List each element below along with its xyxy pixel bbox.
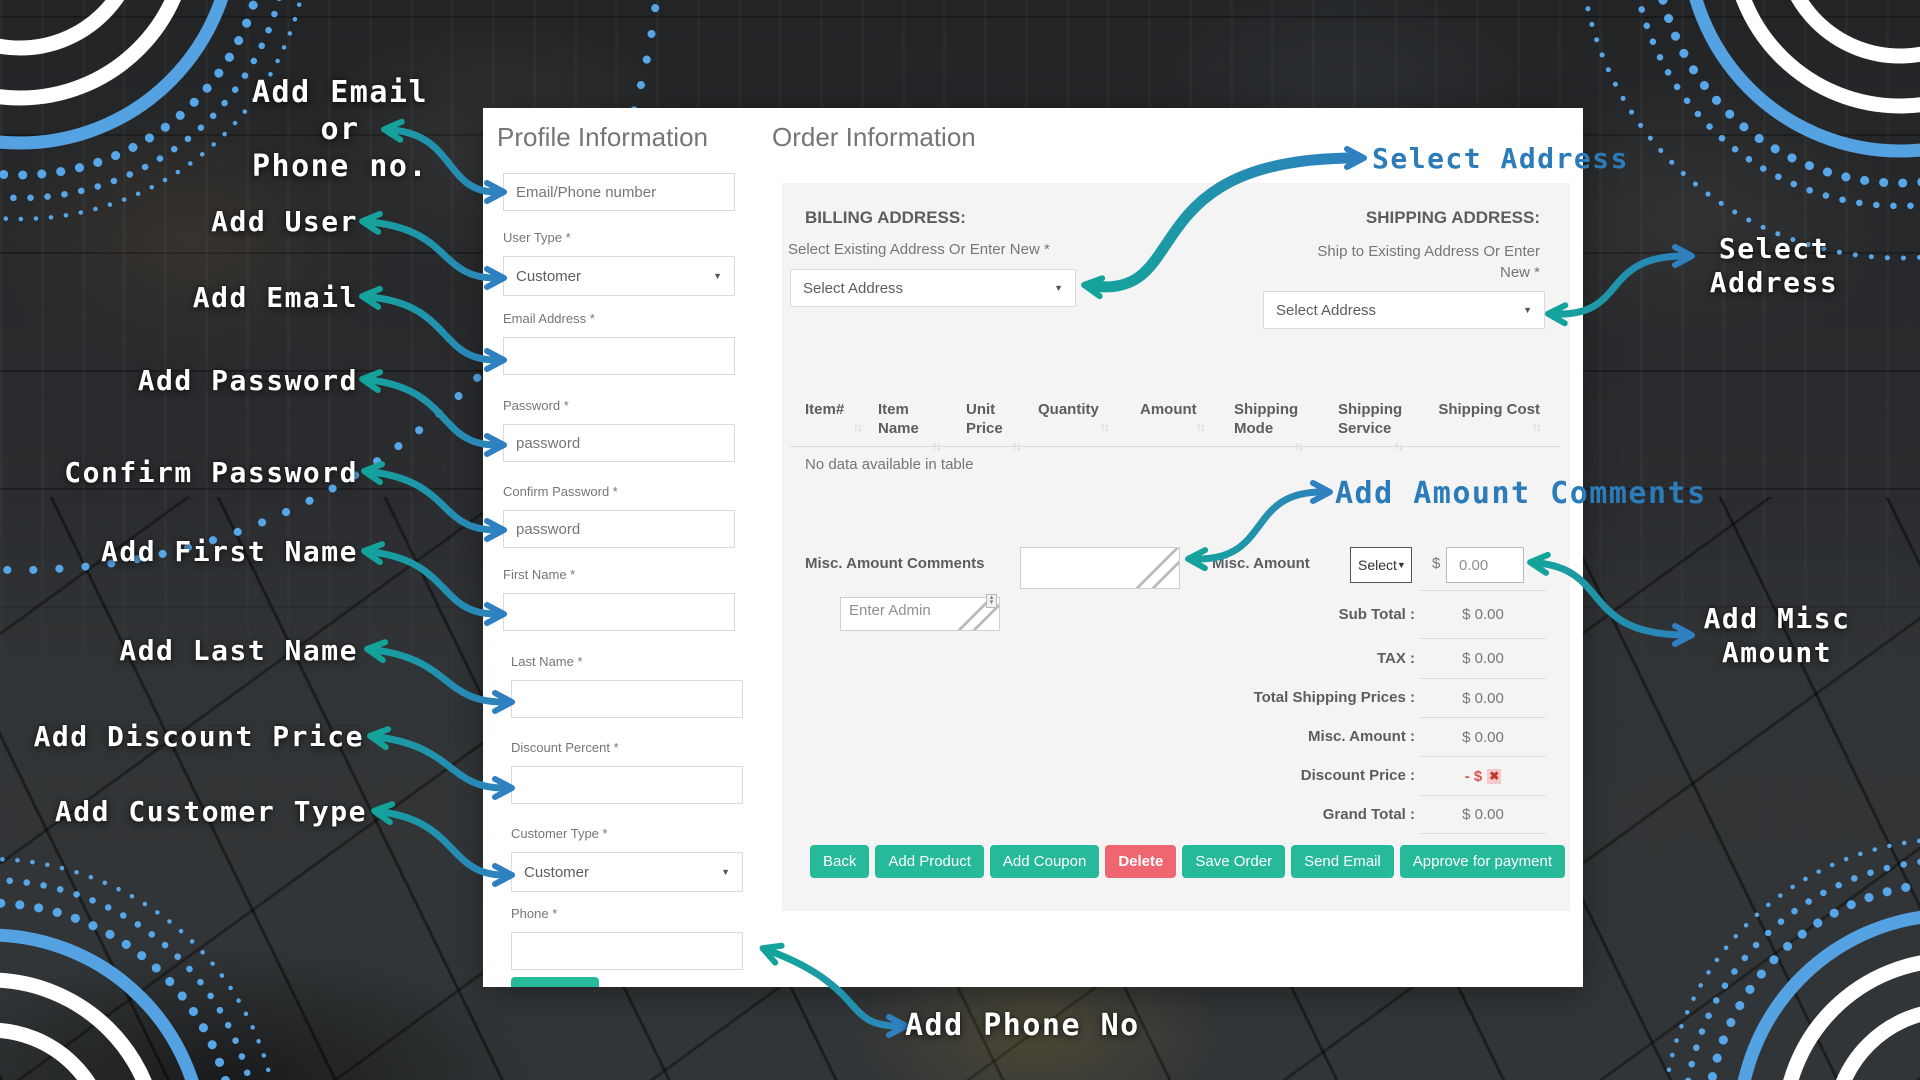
misc-amount-total-value: $ 0.00 (1420, 717, 1546, 756)
order-section-title: Order Information (772, 122, 976, 152)
callout-select-address-top: Select Address (1372, 142, 1630, 175)
chevron-down-icon: ▼ (1523, 305, 1532, 315)
stepper-icon[interactable]: ▴ ▾ (986, 594, 997, 608)
chevron-down-icon: ▼ (713, 271, 722, 281)
email-address-label: Email Address * (503, 311, 595, 326)
email-phone-input[interactable] (503, 173, 735, 211)
misc-amount-input[interactable] (1446, 547, 1524, 583)
shipping-address-sub: Ship to Existing Address Or Enter New * (1317, 243, 1540, 281)
callout-add-email: Add Email (192, 281, 358, 314)
discount-percent-input[interactable] (511, 766, 743, 804)
add-coupon-button[interactable]: Add Coupon (989, 845, 1100, 878)
chevron-down-icon: ▼ (1054, 283, 1063, 293)
callout-add-amount-comments: Add Amount Comments (1335, 476, 1707, 511)
callout-add-last-name: Add Last Name (119, 634, 358, 667)
misc-amount-select[interactable]: Select ▼ (1350, 547, 1412, 583)
sort-icon: ↑↓ (1012, 439, 1022, 454)
password-input[interactable] (503, 424, 735, 462)
first-name-input[interactable] (503, 593, 735, 631)
user-type-value: Customer (516, 267, 582, 285)
sort-icon: ↑↓ (932, 439, 942, 454)
sort-icon: ↑↓ (1394, 439, 1404, 454)
shipping-address-value: Select Address (1276, 301, 1377, 319)
col-header-shipping-cost[interactable]: Shipping Cost ↑↓ (1438, 401, 1542, 435)
customer-type-value: Customer (524, 863, 590, 881)
callout-confirm-password: Confirm Password (64, 456, 358, 489)
last-name-label: Last Name * (511, 654, 583, 669)
callout-add-user: Add User (211, 205, 358, 238)
col-header-item-number[interactable]: Item# ↑↓ (805, 401, 863, 435)
first-name-label: First Name * (503, 567, 576, 582)
callout-add-first-name: Add First Name (100, 535, 358, 568)
delete-button[interactable]: Delete (1105, 845, 1177, 878)
sort-icon: ↑↓ (1294, 439, 1304, 454)
chevron-down-icon: ▼ (1396, 560, 1406, 570)
billing-address-heading: BILLING ADDRESS: (805, 208, 966, 227)
discount-price-value: - $ ✖ (1420, 756, 1546, 795)
tax-label: TAX : (1376, 650, 1415, 667)
total-shipping-label: Total Shipping Prices : (1253, 689, 1415, 706)
customer-type-select[interactable]: Customer ▼ (511, 852, 743, 892)
callout-add-misc-amount: Add Misc Amount (1703, 602, 1851, 669)
billing-address-sub: Select Existing Address Or Enter New * (788, 241, 1050, 258)
sort-icon: ↑↓ (1196, 420, 1206, 435)
order-actions: Back Add Product Add Coupon Delete Save … (810, 845, 1566, 878)
discount-price-label: Discount Price : (1300, 767, 1415, 784)
billing-address-value: Select Address (803, 279, 904, 297)
callout-add-phone-no: Add Phone No (905, 1008, 1140, 1043)
callout-add-customer-type: Add Customer Type (54, 795, 367, 828)
save-order-button[interactable]: Save Order (1182, 845, 1286, 878)
back-button[interactable]: Back (810, 845, 870, 878)
sort-icon: ↑↓ (1532, 420, 1542, 435)
callout-add-discount-price: Add Discount Price (33, 720, 364, 753)
user-type-label: User Type * (503, 230, 571, 245)
phone-label: Phone * (511, 906, 558, 921)
approve-payment-button[interactable]: Approve for payment (1399, 845, 1566, 878)
subtotal-label: Sub Total : (1338, 606, 1415, 623)
subtotal-value: $ 0.00 (1420, 590, 1546, 638)
submit-button-partial[interactable] (511, 977, 599, 987)
shipping-address-select[interactable]: Select Address ▼ (1263, 291, 1545, 329)
col-header-quantity[interactable]: Quantity ↑↓ (1038, 401, 1110, 435)
password-label: Password * (503, 398, 569, 413)
sort-icon: ↑↓ (1100, 420, 1110, 435)
add-product-button[interactable]: Add Product (875, 845, 984, 878)
admin-textarea[interactable] (840, 597, 1000, 631)
grand-total-label: Grand Total : (1322, 806, 1415, 823)
misc-amount-total-label: Misc. Amount : (1308, 728, 1415, 745)
phone-input[interactable] (511, 932, 743, 970)
col-header-amount[interactable]: Amount ↑↓ (1140, 401, 1206, 435)
chevron-down-icon: ▼ (721, 867, 730, 877)
currency-symbol: $ (1432, 555, 1441, 572)
misc-amount-label: Misc. Amount (1212, 555, 1310, 572)
table-divider (790, 446, 1560, 447)
billing-address-select[interactable]: Select Address ▼ (790, 269, 1076, 307)
remove-discount-icon[interactable]: ✖ (1487, 768, 1502, 784)
customer-type-label: Customer Type * (511, 826, 608, 841)
admin-panel: Profile Information User Type * Customer… (483, 108, 1583, 987)
user-type-select[interactable]: Customer ▼ (503, 256, 735, 296)
shipping-address-heading: SHIPPING ADDRESS: (1365, 208, 1540, 227)
confirm-password-input[interactable] (503, 510, 735, 548)
discount-percent-label: Discount Percent * (511, 740, 619, 755)
send-email-button[interactable]: Send Email (1291, 845, 1394, 878)
grand-total-value: $ 0.00 (1420, 795, 1546, 834)
order-information-box: BILLING ADDRESS: Select Existing Address… (782, 183, 1570, 911)
misc-amount-select-value: Select (1358, 557, 1397, 573)
callout-email-phone: Add Email or Phone no. (251, 75, 429, 184)
callout-select-address-right: Select Address (1709, 232, 1839, 299)
table-empty-message: No data available in table (805, 456, 974, 473)
sort-icon: ↑↓ (853, 420, 863, 435)
confirm-password-label: Confirm Password * (503, 484, 618, 499)
email-address-input[interactable] (503, 337, 735, 375)
callout-add-password: Add Password (137, 364, 358, 397)
misc-amount-comments-label: Misc. Amount Comments (805, 555, 985, 572)
misc-amount-comments-textarea[interactable] (1020, 547, 1180, 589)
profile-section-title: Profile Information (497, 122, 708, 152)
last-name-input[interactable] (511, 680, 743, 718)
total-shipping-value: $ 0.00 (1420, 678, 1546, 717)
totals-value-column: $ 0.00 $ 0.00 $ 0.00 $ 0.00 - $ ✖ $ 0.00 (1420, 590, 1546, 834)
tax-value: $ 0.00 (1420, 638, 1546, 678)
